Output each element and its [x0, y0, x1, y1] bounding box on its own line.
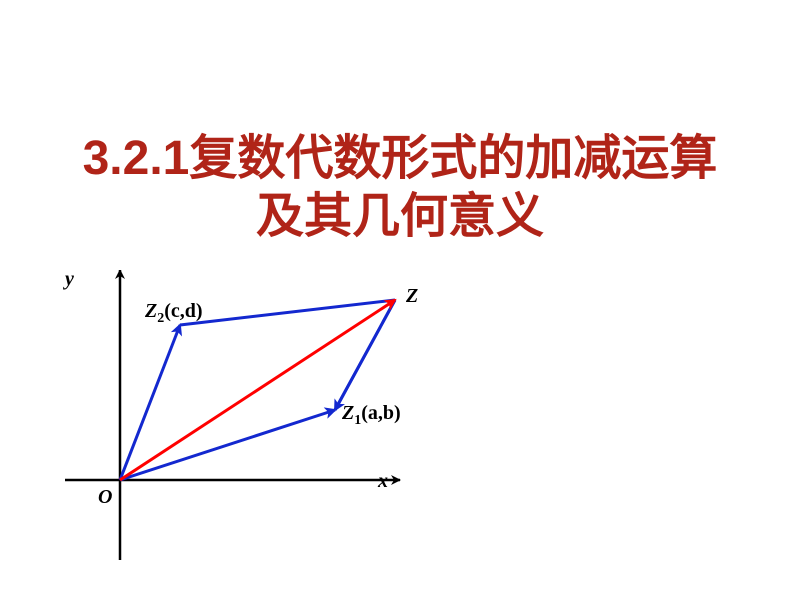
title-line1: 3.2.1复数代数形式的加减运算 — [0, 130, 800, 188]
label-Z2: Z2(c,d) — [145, 300, 203, 327]
title-line2: 及其几何意义 — [0, 188, 800, 246]
edge-O-Z — [120, 300, 395, 480]
label-y: y — [65, 268, 74, 291]
vectors — [120, 300, 395, 480]
slide-title: 3.2.1复数代数形式的加减运算 及其几何意义 — [0, 130, 800, 245]
edge-O-Z2 — [120, 325, 180, 480]
label-Z1: Z1(a,b) — [342, 402, 401, 429]
label-Z: Z — [406, 285, 418, 308]
label-O: O — [98, 486, 112, 509]
edge-Z-Z1 — [335, 300, 395, 410]
edge-O-Z1 — [120, 410, 335, 480]
slide: { "title": { "line1": "3.2.1复数代数形式的加减运算"… — [0, 0, 800, 600]
label-x: x — [378, 470, 388, 493]
